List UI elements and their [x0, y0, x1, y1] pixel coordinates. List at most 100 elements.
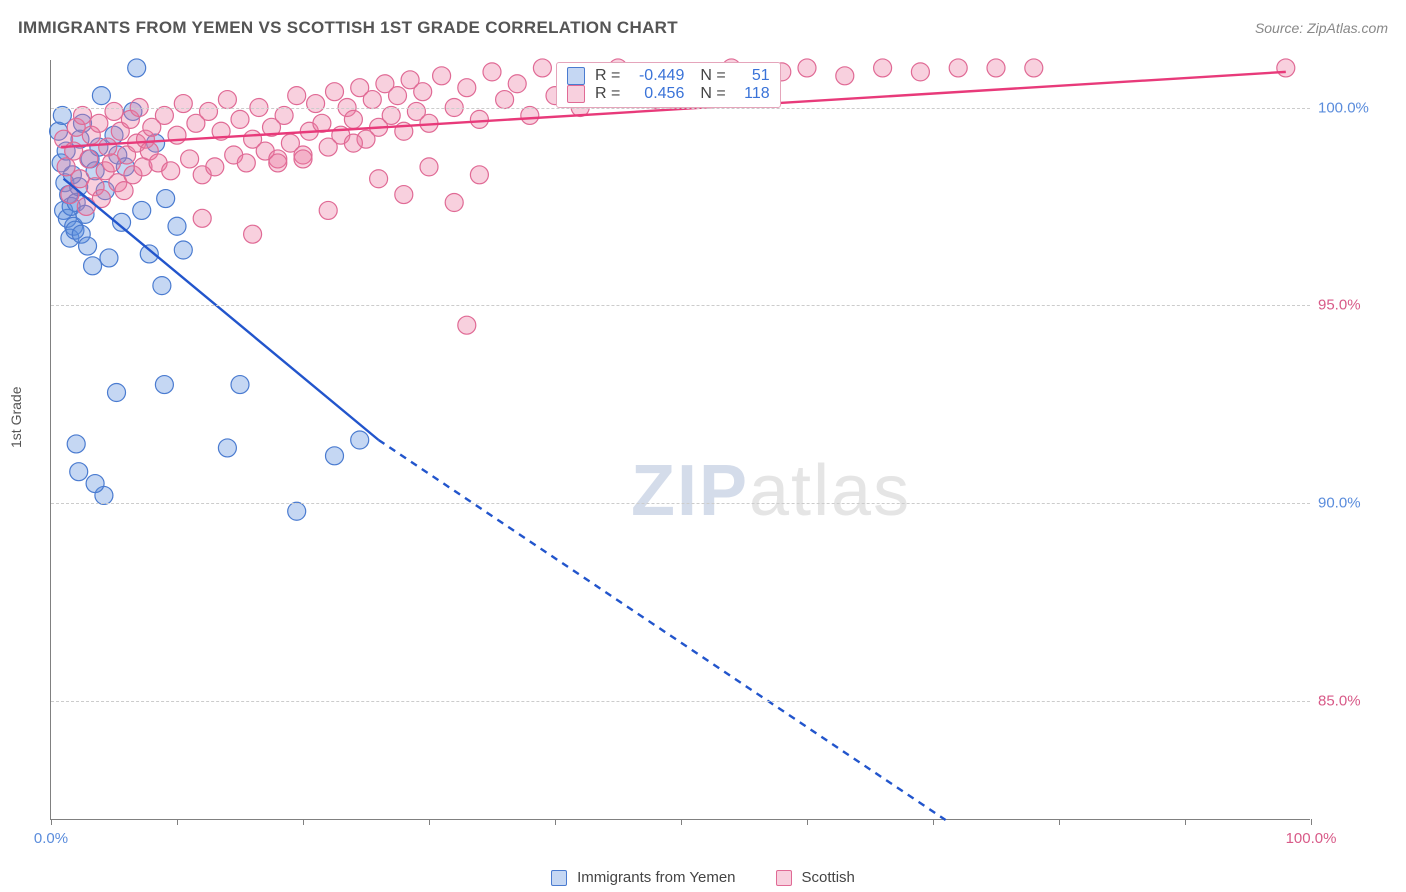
- y-tick-label: 90.0%: [1318, 495, 1388, 512]
- title-bar: IMMIGRANTS FROM YEMEN VS SCOTTISH 1ST GR…: [18, 18, 1388, 38]
- chart-svg: [51, 60, 1311, 820]
- scatter-point: [319, 201, 337, 219]
- scatter-point: [157, 190, 175, 208]
- bottom-swatch-series1: [551, 870, 567, 886]
- x-tick: [1311, 819, 1312, 825]
- scatter-point: [395, 186, 413, 204]
- scatter-point: [294, 150, 312, 168]
- scatter-point: [874, 59, 892, 77]
- scatter-point: [269, 154, 287, 172]
- n-label-2: N =: [700, 85, 725, 103]
- scatter-point: [231, 376, 249, 394]
- n-value-1: 51: [732, 67, 770, 85]
- n-value-2: 118: [732, 85, 770, 103]
- x-tick: [1059, 819, 1060, 825]
- scatter-point: [74, 106, 92, 124]
- scatter-point: [288, 502, 306, 520]
- scatter-point: [218, 439, 236, 457]
- r-label-1: R =: [595, 67, 620, 85]
- gridline: [51, 305, 1310, 306]
- scatter-point: [155, 376, 173, 394]
- stats-legend: R = -0.449 N = 51 R = 0.456 N = 118: [556, 62, 781, 108]
- scatter-point: [105, 102, 123, 120]
- scatter-point: [458, 79, 476, 97]
- scatter-point: [200, 102, 218, 120]
- gridline: [51, 701, 1310, 702]
- y-axis-title: 1st Grade: [8, 387, 24, 448]
- scatter-point: [483, 63, 501, 81]
- scatter-point: [470, 166, 488, 184]
- scatter-point: [326, 447, 344, 465]
- scatter-point: [70, 463, 88, 481]
- scatter-point: [108, 384, 126, 402]
- scatter-point: [445, 194, 463, 212]
- scatter-point: [92, 87, 110, 105]
- scatter-point: [174, 241, 192, 259]
- scatter-point: [86, 475, 104, 493]
- scatter-point: [521, 106, 539, 124]
- scatter-point: [275, 106, 293, 124]
- scatter-point: [798, 59, 816, 77]
- scatter-point: [115, 182, 133, 200]
- scatter-point: [155, 106, 173, 124]
- scatter-point: [307, 95, 325, 113]
- scatter-point: [80, 150, 98, 168]
- scatter-point: [949, 59, 967, 77]
- legend-swatch-series1: [567, 67, 585, 85]
- scatter-point: [193, 209, 211, 227]
- scatter-point: [363, 91, 381, 109]
- scatter-point: [911, 63, 929, 81]
- gridline: [51, 108, 1310, 109]
- scatter-point: [344, 134, 362, 152]
- scatter-point: [128, 59, 146, 77]
- scatter-point: [370, 170, 388, 188]
- scatter-point: [162, 162, 180, 180]
- scatter-point: [458, 316, 476, 334]
- scatter-point: [79, 237, 97, 255]
- scatter-point: [533, 59, 551, 77]
- scatter-point: [508, 75, 526, 93]
- scatter-point: [244, 225, 262, 243]
- chart-title: IMMIGRANTS FROM YEMEN VS SCOTTISH 1ST GR…: [18, 18, 678, 38]
- scatter-point: [100, 249, 118, 267]
- scatter-point: [1025, 59, 1043, 77]
- x-tick: [933, 819, 934, 825]
- scatter-point: [836, 67, 854, 85]
- stats-legend-row-2: R = 0.456 N = 118: [567, 85, 770, 103]
- x-tick: [303, 819, 304, 825]
- scatter-point: [133, 201, 151, 219]
- scatter-point: [470, 110, 488, 128]
- scatter-point: [389, 87, 407, 105]
- bottom-legend-label-1: Immigrants from Yemen: [577, 869, 735, 886]
- scatter-point: [496, 91, 514, 109]
- gridline: [51, 503, 1310, 504]
- x-tick: [177, 819, 178, 825]
- scatter-point: [218, 91, 236, 109]
- y-tick-label: 85.0%: [1318, 693, 1388, 710]
- scatter-point: [99, 138, 117, 156]
- scatter-point: [231, 110, 249, 128]
- bottom-legend: Immigrants from Yemen Scottish: [0, 869, 1406, 886]
- scatter-point: [181, 150, 199, 168]
- scatter-point: [382, 106, 400, 124]
- scatter-point: [288, 87, 306, 105]
- n-label-1: N =: [700, 67, 725, 85]
- scatter-point: [67, 435, 85, 453]
- y-tick-label: 95.0%: [1318, 297, 1388, 314]
- r-value-2: 0.456: [626, 85, 684, 103]
- source-name: ZipAtlas.com: [1307, 20, 1388, 36]
- source-prefix: Source:: [1255, 20, 1307, 36]
- x-tick-label: 100.0%: [1286, 830, 1337, 847]
- legend-swatch-series2: [567, 85, 585, 103]
- scatter-point: [237, 154, 255, 172]
- bottom-legend-item-1: Immigrants from Yemen: [551, 869, 735, 886]
- x-tick: [807, 819, 808, 825]
- bottom-legend-label-2: Scottish: [802, 869, 855, 886]
- scatter-point: [987, 59, 1005, 77]
- scatter-point: [344, 110, 362, 128]
- x-tick: [681, 819, 682, 825]
- trend-line: [379, 440, 946, 820]
- scatter-point: [420, 158, 438, 176]
- r-value-1: -0.449: [626, 67, 684, 85]
- scatter-point: [174, 95, 192, 113]
